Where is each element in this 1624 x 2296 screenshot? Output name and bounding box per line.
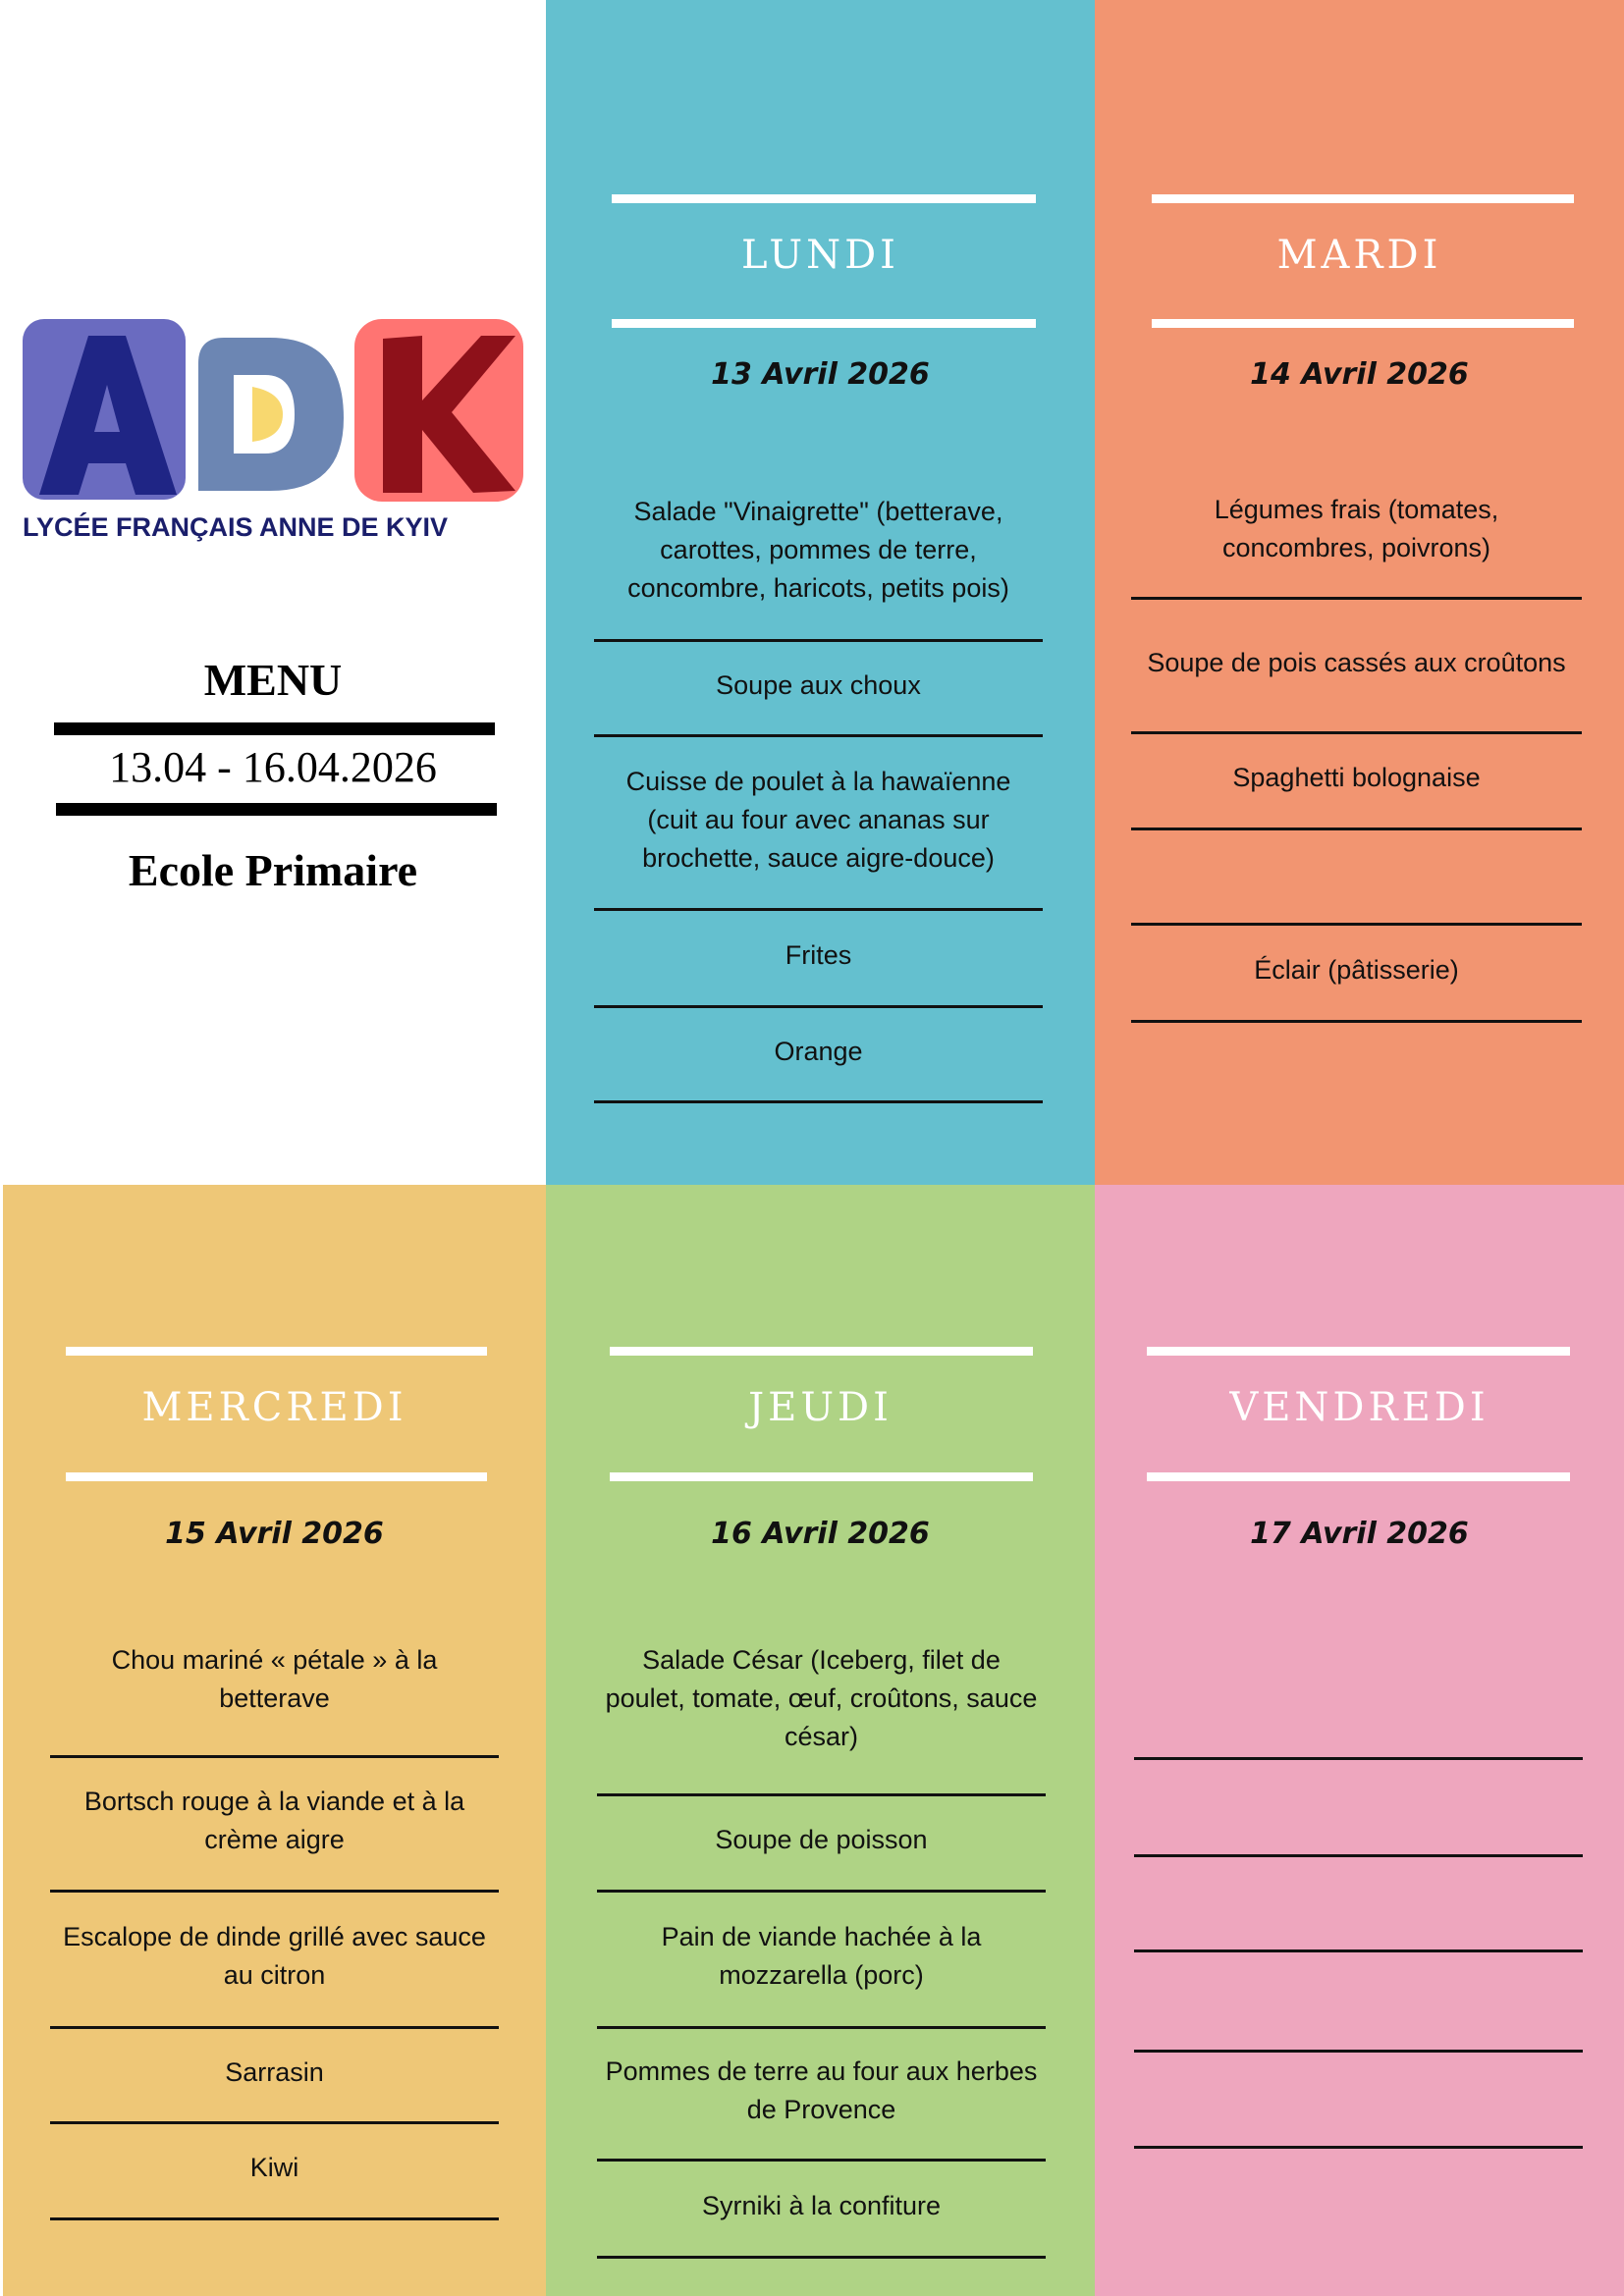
item-divider [597,2159,1046,2162]
item-divider [1134,1949,1583,1952]
item-divider [597,1890,1046,1893]
white-divider [1147,1347,1570,1356]
item-divider [50,2217,499,2220]
white-divider [610,1472,1033,1481]
day-name: JEUDI [748,1385,893,1430]
item-divider [597,2256,1046,2259]
white-divider [612,319,1036,328]
day-name: MERCREDI [141,1385,407,1430]
menu-item: Soupe aux choux [716,669,921,700]
item-divider [50,1890,499,1893]
menu-item: Cuisse de poulet à la hawaïenne (cuit au… [625,766,1011,873]
day-panel-lundi: LUNDI 13 Avril 2026 Salade "Vinaigrette" (… [546,0,1095,1185]
item-divider [50,1755,499,1758]
item-divider [1131,731,1582,734]
divider [56,803,497,816]
menu-item: Syrniki à la confiture [701,2190,942,2220]
menu-title: MENU [203,655,343,705]
item-divider [594,734,1043,737]
menu-item: Salade "Vinaigrette" (betterave, carotte… [627,496,1009,603]
menu-item: Éclair (pâtisserie) [1254,954,1459,985]
menu-item: Salade César (Iceberg, filet de poulet, … [605,1645,1038,1751]
adk-logo: LYCÉE FRANÇAIS ANNE DE KYIV [23,319,523,542]
menu-item: Soupe de pois cassés aux croûtons [1147,647,1566,677]
menu-item: Spaghetti bolognaise [1232,763,1481,792]
item-divider [597,1793,1046,1796]
item-divider [1134,2146,1583,2149]
day-name: VENDREDI [1229,1385,1489,1430]
date-range: 13.04 - 16.04.2026 [109,743,437,791]
divider [54,722,495,735]
menu-item: Pommes de terre au four aux herbes de Pr… [605,2056,1038,2124]
item-divider [1131,597,1582,600]
menu-item: Chou mariné « pétale » à la betterave [111,1645,438,1713]
item-divider [50,2121,499,2124]
menu-item: Légumes frais (tomates, concombres, poiv… [1214,494,1499,562]
item-divider [594,1100,1043,1103]
white-divider [1147,1472,1570,1481]
item-divider [1131,923,1582,926]
day-date: 16 Avril 2026 [711,1517,930,1551]
menu-item: Kiwi [249,2153,299,2182]
day-date: 17 Avril 2026 [1250,1517,1469,1551]
day-date: 15 Avril 2026 [165,1517,384,1551]
white-divider [1152,319,1574,328]
item-divider [1134,1757,1583,1760]
day-date: 13 Avril 2026 [711,357,930,392]
item-divider [1134,2050,1583,2053]
menu-item: Sarrasin [225,2056,324,2087]
white-divider [612,194,1036,203]
item-divider [1131,1020,1582,1023]
item-divider [594,639,1043,642]
day-date: 14 Avril 2026 [1250,357,1469,392]
menu-item: Escalope de dinde grillé avec sauce au c… [63,1922,486,1990]
white-divider [610,1347,1033,1356]
item-divider [1131,828,1582,830]
day-name: MARDI [1276,233,1442,278]
menu-item [1139,830,1574,917]
menu-item: Soupe de poisson [715,1825,928,1854]
item-divider [594,1005,1043,1008]
item-divider [597,2026,1046,2029]
school-name: LYCÉE FRANÇAIS ANNE DE KYIV [23,511,448,542]
menu-item: Frites [785,939,852,970]
item-divider [50,2026,499,2029]
white-divider [1152,194,1574,203]
menu-item [1142,2053,1575,2140]
item-divider [594,908,1043,911]
day-panel-mercredi: MERCREDI 15 Avril 2026 Chou mariné « pétal… [3,1185,546,2296]
day-panel-mardi: MARDI 14 Avril 2026 Légumes frais (tomates… [1095,0,1624,1185]
menu-item: Bortsch rouge à la viande et à la crème … [83,1787,465,1854]
menu-item [1142,1857,1575,1944]
item-divider [1134,1854,1583,1857]
white-divider [66,1347,487,1356]
menu-item [1142,1610,1575,1751]
white-divider [66,1472,487,1481]
day-panel-jeudi: JEUDI 16 Avril 2026 Salade César (Iceberg,… [546,1185,1095,2296]
day-name: LUNDI [741,233,899,278]
day-panel-vendredi: VENDREDI 17 Avril 2026 [1095,1185,1624,2296]
school-level: Ecole Primaire [128,845,418,895]
header-panel: LYCÉE FRANÇAIS ANNE DE KYIV MENU 13.04 -… [0,0,546,1185]
menu-item [1142,1952,1575,2044]
menu-item [1142,1760,1575,1848]
menu-item: Pain de viande hachée à la mozzarella (p… [661,1922,982,1990]
menu-item: Orange [774,1036,863,1066]
